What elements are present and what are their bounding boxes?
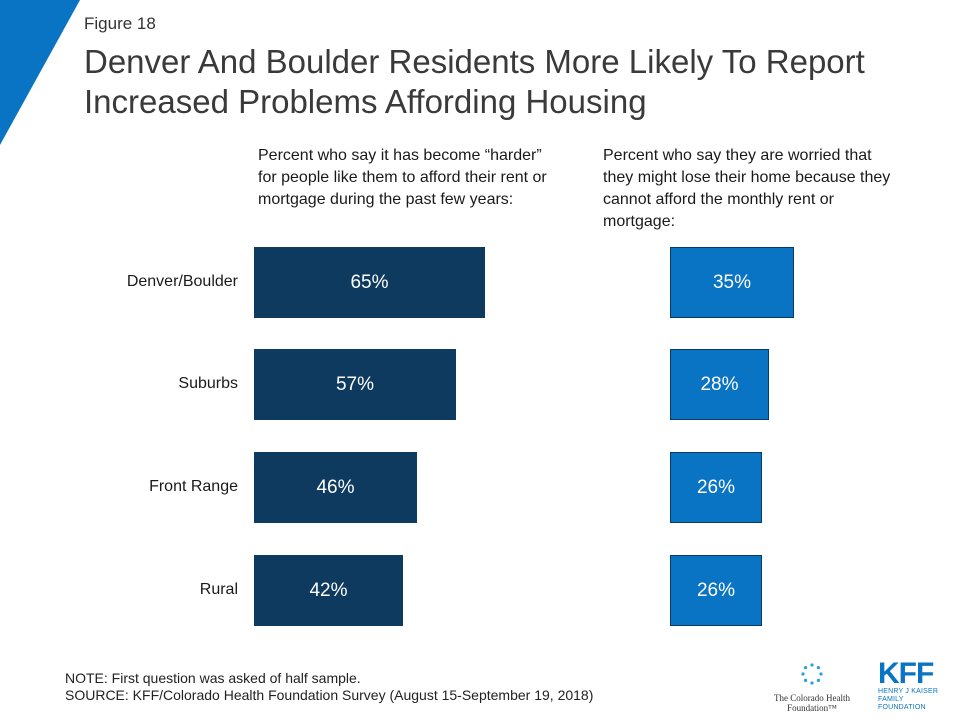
kff-logo-line2: FAMILY FOUNDATION [878, 696, 926, 711]
category-label: Suburbs [178, 374, 238, 392]
bar-value-label: 42% [309, 579, 348, 601]
bar-value-label: 28% [700, 373, 739, 395]
chf-starburst-icon [801, 663, 823, 685]
series-2-heading: Percent who say they are worried that th… [603, 147, 891, 230]
bar-series-2: 26% [670, 555, 762, 626]
category-label: Rural [199, 580, 238, 598]
chart-title: Denver And Boulder Residents More Likely… [84, 43, 865, 120]
kff-logo: KFF HENRY J KAISER FAMILY FOUNDATION [878, 657, 952, 712]
source-text: SOURCE: KFF/Colorado Health Foundation S… [65, 687, 594, 703]
bar-series-2: 28% [670, 349, 769, 420]
series-1-heading: Percent who say it has become “harder” f… [258, 147, 547, 208]
bar-series-2: 35% [670, 247, 794, 318]
bar-series-1: 42% [254, 555, 403, 626]
colorado-health-foundation-logo: The Colorado Health Foundation™ [756, 662, 868, 713]
corner-accent-shape [0, 0, 80, 145]
category-label: Denver/Boulder [126, 272, 238, 290]
bar-value-label: 46% [316, 476, 355, 498]
note-text: NOTE: First question was asked of half s… [65, 670, 361, 686]
chf-logo-text: The Colorado Health Foundation™ [774, 693, 850, 713]
kff-logo-line1: HENRY J KAISER [878, 688, 939, 695]
bar-value-label: 26% [696, 579, 736, 601]
bar-series-2: 26% [670, 452, 762, 523]
bar-value-label: 26% [696, 476, 736, 498]
bar-series-1: 57% [254, 349, 456, 420]
bar-value-label: 65% [350, 271, 389, 293]
bar-value-label: 35% [712, 271, 752, 293]
kff-logo-mark: KFF [878, 657, 934, 690]
bar-series-1: 46% [254, 452, 417, 523]
bar-value-label: 57% [335, 373, 375, 395]
figure-label: Figure 18 [84, 14, 156, 33]
category-label: Front Range [149, 477, 238, 495]
bar-series-1: 65% [254, 247, 485, 318]
